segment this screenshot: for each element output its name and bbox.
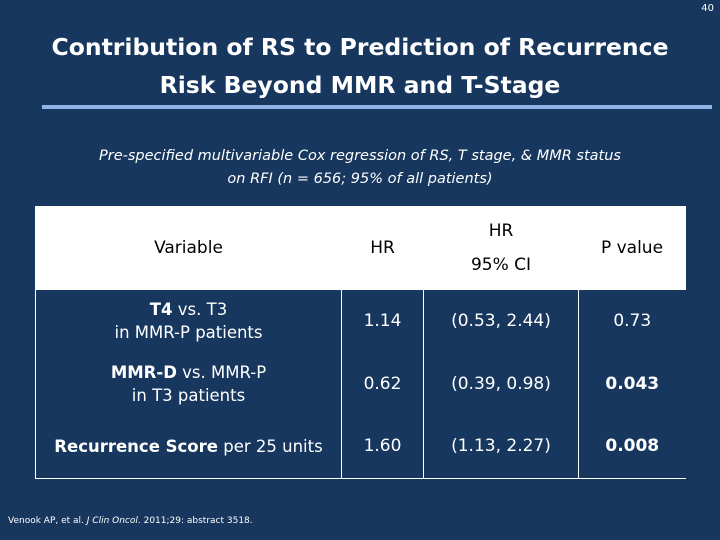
variable-line-2: in T3 patients bbox=[131, 386, 246, 405]
title-line-2: Risk Beyond MMR and T-Stage bbox=[159, 71, 561, 99]
table-row: MMR-D vs. MMR-P in T3 patients 0.62 (0.3… bbox=[35, 352, 686, 416]
citation-details: . 2011;29: abstract 3518. bbox=[137, 516, 253, 526]
table-header-row: Variable HR HR 95% CI P value bbox=[35, 206, 686, 290]
variable-bold: T4 bbox=[149, 300, 173, 320]
variable-bold: MMR-D bbox=[110, 363, 177, 382]
variable-line-1: Recurrence Score per 25 units bbox=[36, 435, 341, 458]
variable-rest: per 25 units bbox=[217, 437, 323, 457]
p-value-cell: 0.008 bbox=[578, 415, 686, 479]
cox-regression-table: Variable HR HR 95% CI P value T4 vs. T3 … bbox=[35, 206, 686, 479]
header-ci-line-1: HR bbox=[488, 221, 514, 241]
hr-cell: 1.14 bbox=[341, 289, 424, 353]
slide-subtitle: Pre-specified multivariable Cox regressi… bbox=[0, 145, 720, 191]
slide-title: Contribution of RS to Prediction of Recu… bbox=[0, 28, 720, 104]
citation-authors: Venook AP, et al. bbox=[8, 516, 87, 526]
table-row: T4 vs. T3 in MMR-P patients 1.14 (0.53, … bbox=[35, 289, 686, 353]
citation: Venook AP, et al. J Clin Oncol. 2011;29:… bbox=[8, 516, 253, 526]
header-ci: HR 95% CI bbox=[423, 206, 579, 290]
title-divider bbox=[42, 105, 712, 109]
subtitle-line-2: on RFI (n = 656; 95% of all patients) bbox=[227, 171, 493, 187]
hr-cell: 0.62 bbox=[341, 352, 424, 416]
title-line-1: Contribution of RS to Prediction of Recu… bbox=[51, 33, 669, 61]
ci-cell: (0.39, 0.98) bbox=[423, 352, 579, 416]
citation-journal: J Clin Oncol bbox=[86, 516, 138, 526]
p-value-cell: 0.73 bbox=[578, 289, 686, 353]
variable-rest: vs. MMR-P bbox=[176, 363, 267, 382]
table-row: Recurrence Score per 25 units 1.60 (1.13… bbox=[35, 415, 686, 479]
variable-bold: Recurrence Score bbox=[54, 437, 218, 457]
variable-line-2: in MMR-P patients bbox=[114, 323, 263, 343]
variable-rest: vs. T3 bbox=[172, 300, 228, 320]
subtitle-line-1: Pre-specified multivariable Cox regressi… bbox=[99, 148, 621, 164]
variable-line-1: MMR-D vs. MMR-P bbox=[36, 361, 341, 384]
ci-cell: (0.53, 2.44) bbox=[423, 289, 579, 353]
header-variable: Variable bbox=[35, 206, 342, 290]
variable-line-1: T4 vs. T3 bbox=[36, 298, 341, 321]
p-value-cell: 0.043 bbox=[578, 352, 686, 416]
variable-cell: Recurrence Score per 25 units bbox=[35, 415, 342, 479]
ci-cell: (1.13, 2.27) bbox=[423, 415, 579, 479]
variable-cell: T4 vs. T3 in MMR-P patients bbox=[35, 289, 342, 353]
page-number: 40 bbox=[701, 3, 714, 14]
hr-cell: 1.60 bbox=[341, 415, 424, 479]
header-p-value: P value bbox=[578, 206, 686, 290]
header-ci-line-2: 95% CI bbox=[470, 255, 532, 275]
header-hr: HR bbox=[341, 206, 424, 290]
variable-cell: MMR-D vs. MMR-P in T3 patients bbox=[35, 352, 342, 416]
